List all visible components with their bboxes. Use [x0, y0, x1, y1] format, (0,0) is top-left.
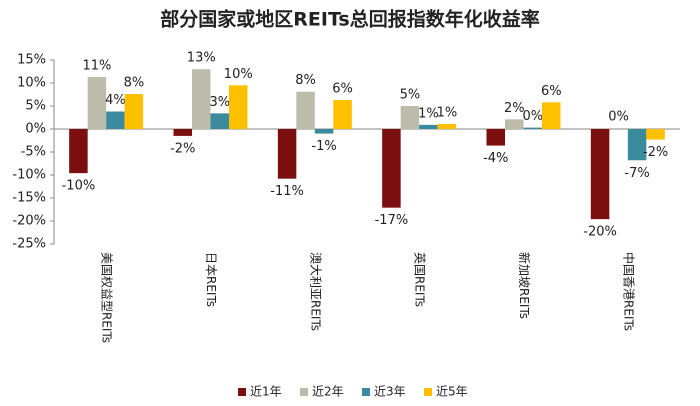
- value-label: -7%: [624, 166, 649, 181]
- y-tick-label: 15%: [17, 53, 46, 68]
- bar: [333, 100, 352, 129]
- value-label: 1%: [418, 106, 439, 121]
- bar: [542, 102, 561, 129]
- bar: [124, 94, 144, 129]
- x-tick-label: 日本REITs: [204, 252, 218, 307]
- value-label: 8%: [124, 76, 145, 91]
- legend-swatch: [238, 388, 246, 396]
- bar: [210, 113, 229, 129]
- y-tick-label: 5%: [25, 99, 46, 114]
- legend-label: 近2年: [312, 385, 344, 399]
- bar: [627, 129, 647, 161]
- value-label: -17%: [375, 213, 409, 228]
- y-tick-label: -25%: [12, 237, 46, 252]
- bar: [382, 129, 401, 208]
- bar: [314, 129, 334, 134]
- bar: [486, 129, 505, 146]
- value-label: 2%: [504, 101, 525, 116]
- bar: [646, 129, 665, 140]
- bar: [173, 129, 192, 136]
- bar: [229, 85, 248, 129]
- bar: [609, 128, 628, 129]
- y-tick-label: 0%: [25, 122, 46, 137]
- value-label: 11%: [82, 59, 111, 74]
- value-label: 1%: [437, 105, 458, 120]
- bar: [106, 111, 125, 129]
- value-label: 13%: [187, 51, 216, 66]
- value-label: 0%: [608, 110, 629, 125]
- value-label: -20%: [583, 225, 617, 240]
- value-label: 5%: [400, 88, 421, 103]
- bar: [69, 129, 88, 174]
- value-label: -2%: [170, 141, 195, 156]
- legend-label: 近1年: [250, 385, 282, 399]
- x-tick-label: 中国香港REITs: [621, 252, 636, 331]
- value-label: 6%: [541, 84, 562, 99]
- x-tick-label: 美国权益型REITs: [100, 252, 114, 343]
- x-tick-label: 澳大利亚REITs: [308, 252, 322, 331]
- bar: [192, 69, 211, 129]
- y-tick-label: -15%: [12, 191, 46, 206]
- value-label: -4%: [483, 151, 508, 166]
- x-tick-label: 新加坡REITs: [517, 252, 532, 319]
- y-tick-label: -5%: [21, 145, 46, 160]
- x-tick-label: 英国REITs: [413, 252, 427, 307]
- value-label: 8%: [295, 73, 316, 88]
- bar: [400, 106, 420, 129]
- bar: [296, 91, 315, 129]
- bar: [87, 77, 107, 129]
- bar: [523, 127, 542, 129]
- value-label: -2%: [643, 145, 668, 160]
- legend-swatch: [300, 388, 308, 396]
- value-label: 10%: [224, 67, 253, 82]
- legend-label: 近5年: [436, 385, 468, 399]
- legend-swatch: [424, 388, 432, 396]
- value-label: 6%: [332, 82, 353, 97]
- value-label: 0%: [522, 109, 543, 124]
- value-label: -11%: [270, 184, 304, 199]
- y-tick-label: -20%: [12, 214, 46, 229]
- value-label: 3%: [209, 95, 230, 110]
- chart-title: 部分国家或地区REITs总回报指数年化收益率: [160, 8, 539, 31]
- y-tick-label: -10%: [12, 168, 46, 183]
- value-label: -10%: [62, 179, 96, 194]
- y-tick-label: 10%: [17, 76, 46, 91]
- bar: [505, 119, 524, 129]
- legend-label: 近3年: [374, 385, 406, 399]
- legend-swatch: [362, 388, 370, 396]
- bar: [590, 129, 610, 220]
- value-label: 4%: [105, 93, 126, 108]
- value-label: -1%: [311, 139, 336, 154]
- bar: [437, 123, 457, 129]
- bar: [419, 124, 438, 129]
- bar: [277, 129, 297, 179]
